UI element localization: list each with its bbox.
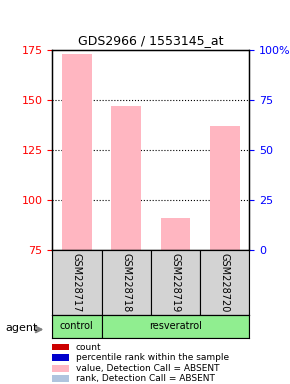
FancyBboxPatch shape (102, 250, 151, 315)
Text: agent: agent (6, 323, 38, 333)
FancyBboxPatch shape (52, 315, 102, 338)
Text: rank, Detection Call = ABSENT: rank, Detection Call = ABSENT (76, 374, 215, 383)
FancyBboxPatch shape (151, 250, 200, 315)
Bar (210, 126, 240, 250)
Title: GDS2966 / 1553145_at: GDS2966 / 1553145_at (78, 34, 224, 47)
Text: value, Detection Call = ABSENT: value, Detection Call = ABSENT (76, 364, 220, 372)
Text: GSM228720: GSM228720 (220, 253, 230, 312)
Text: GSM228717: GSM228717 (72, 253, 82, 312)
Bar (52, 375, 69, 382)
Bar (62, 54, 92, 250)
Text: percentile rank within the sample: percentile rank within the sample (76, 353, 229, 362)
Text: GSM228718: GSM228718 (121, 253, 131, 312)
Text: GSM228719: GSM228719 (171, 253, 180, 312)
Bar (52, 354, 69, 361)
FancyBboxPatch shape (200, 250, 249, 315)
Text: control: control (60, 321, 94, 331)
Bar (52, 365, 69, 372)
FancyBboxPatch shape (52, 250, 102, 315)
Bar (161, 218, 190, 250)
Bar (52, 344, 69, 351)
Text: resveratrol: resveratrol (149, 321, 202, 331)
FancyBboxPatch shape (102, 315, 249, 338)
Text: count: count (76, 343, 102, 351)
Bar (111, 106, 141, 250)
